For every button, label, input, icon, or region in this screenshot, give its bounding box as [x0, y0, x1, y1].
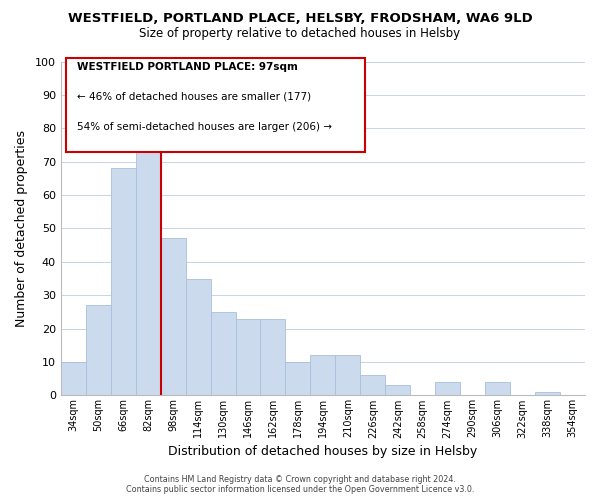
Bar: [361, 376, 385, 396]
Text: WESTFIELD PORTLAND PLACE: 97sqm: WESTFIELD PORTLAND PLACE: 97sqm: [77, 62, 298, 72]
Bar: [310, 356, 335, 396]
Bar: [236, 318, 260, 396]
FancyBboxPatch shape: [66, 58, 365, 152]
Bar: [161, 238, 185, 396]
Text: WESTFIELD, PORTLAND PLACE, HELSBY, FRODSHAM, WA6 9LD: WESTFIELD, PORTLAND PLACE, HELSBY, FRODS…: [68, 12, 532, 26]
Text: ← 46% of detached houses are smaller (177): ← 46% of detached houses are smaller (17…: [77, 92, 311, 102]
Text: Size of property relative to detached houses in Helsby: Size of property relative to detached ho…: [139, 28, 461, 40]
Bar: [286, 362, 310, 396]
Bar: [535, 392, 560, 396]
Y-axis label: Number of detached properties: Number of detached properties: [15, 130, 28, 327]
Bar: [485, 382, 510, 396]
Bar: [136, 135, 161, 396]
Bar: [385, 386, 410, 396]
Bar: [86, 305, 111, 396]
Bar: [185, 278, 211, 396]
Bar: [335, 356, 361, 396]
Bar: [61, 362, 86, 396]
Bar: [435, 382, 460, 396]
Text: Contains HM Land Registry data © Crown copyright and database right 2024.
Contai: Contains HM Land Registry data © Crown c…: [126, 474, 474, 494]
Bar: [260, 318, 286, 396]
Text: 54% of semi-detached houses are larger (206) →: 54% of semi-detached houses are larger (…: [77, 122, 332, 132]
Bar: [111, 168, 136, 396]
X-axis label: Distribution of detached houses by size in Helsby: Distribution of detached houses by size …: [168, 444, 478, 458]
Bar: [211, 312, 236, 396]
